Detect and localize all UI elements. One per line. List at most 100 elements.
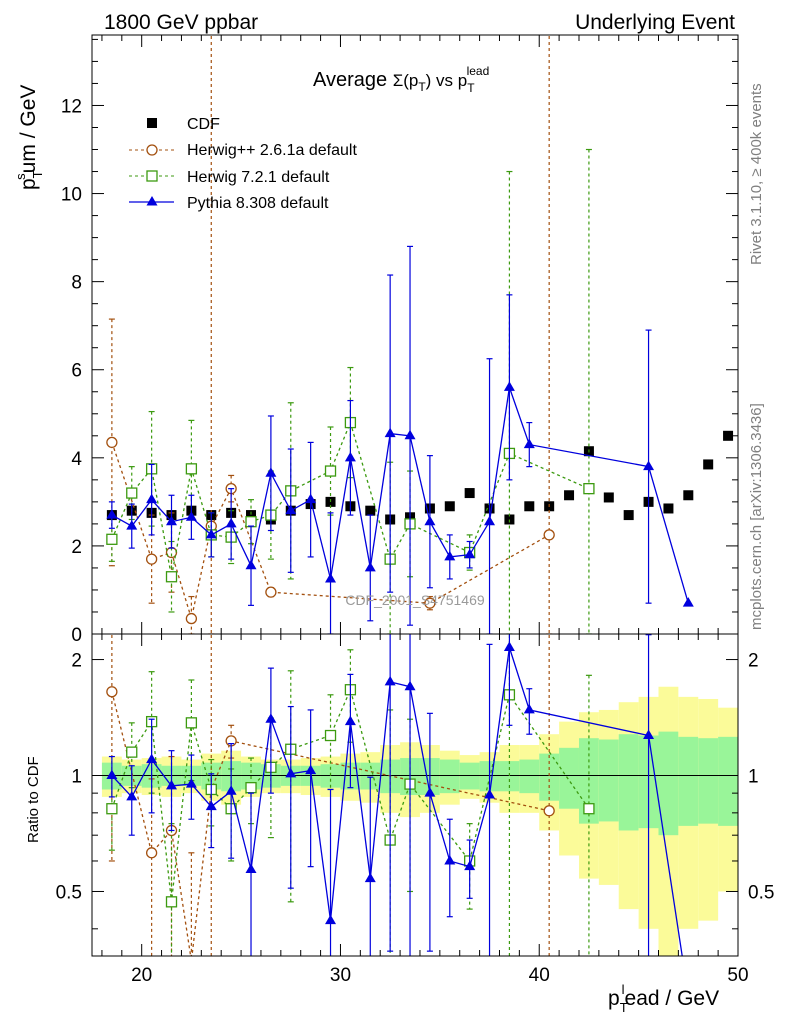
ratio-herwig-7-2-1-default-point (185, 717, 198, 729)
band-inner-bin (678, 736, 699, 826)
xlabel-sub: T (620, 1000, 628, 1015)
band-inner-bin (618, 734, 639, 831)
main-pythia-8-308-default-point (464, 548, 476, 559)
main-cdf-point (464, 488, 475, 499)
main-herwig-2-6-1a-default-point (145, 553, 158, 565)
ratio-uncertainty-bands (92, 686, 738, 956)
title-main: Average (313, 69, 393, 91)
ratio-pythia-8-308-default-point (126, 790, 138, 801)
main-cdf-point (504, 514, 515, 525)
main-cdf-point (365, 505, 376, 516)
main-pythia-8-308-default-point (503, 381, 515, 391)
ratio-pythia-8-308-default-point (404, 680, 416, 691)
main-herwig-7-2-1-default-point (324, 465, 337, 477)
legend-marker-cdf (147, 118, 157, 128)
band-inner-bin (439, 759, 460, 794)
ratio-pythia-8-308-default-point (384, 675, 396, 686)
main-pythia-8-308-default-point (305, 493, 317, 504)
main-pythia-8-308-default-point (444, 550, 456, 561)
title-sub-T: T (418, 80, 426, 94)
main-series-group (106, 35, 734, 634)
band-inner-bin (718, 736, 738, 826)
xlabel-a: p (608, 987, 620, 1010)
main-pythia-8-308-default-point (106, 509, 118, 519)
main-cdf-point (703, 459, 714, 470)
mcplots-label: mcplots.cern.ch [arXiv:1306.3436] (748, 403, 765, 630)
header-left: 1800 GeV ppbar (104, 11, 258, 34)
main-herwig-7-2-1-default-point (126, 487, 138, 499)
legend-marker-herwig7 (146, 170, 158, 182)
legend-marker-pythia (146, 196, 158, 206)
watermark: CDF_2001_S4751469 (345, 592, 485, 608)
ratio-ylabel: Ratio to CDF (25, 756, 42, 843)
main-y-tick-label: 6 (71, 361, 82, 382)
main-y-tick-label: 12 (61, 96, 82, 117)
main-cdf-point (603, 492, 614, 503)
band-inner-bin (519, 759, 540, 794)
main-pythia-8-308-default-point (265, 467, 277, 477)
ylabel-sup: s (13, 173, 28, 180)
main-pythia-8-308-default-point (285, 504, 297, 515)
main-herwig-7-2-1-default-point (583, 483, 595, 495)
main-cdf-point (564, 490, 575, 501)
ratio-pythia-8-308-default-point (503, 641, 515, 651)
main-cdf-point (683, 490, 694, 501)
ratio-pythia-8-308-default-point (523, 703, 535, 714)
main-cdf-point (524, 501, 535, 512)
main-pythia-8-308-default-point (682, 597, 694, 607)
main-herwig-7-2-1-default-point (185, 463, 198, 475)
ylabel-b: um / GeV (17, 85, 40, 174)
ratio-pythia-8-308-default-point (225, 785, 237, 795)
ratio-pythia-8-308-default-point (305, 764, 317, 775)
ratio-herwig-7-2-1-default-point (245, 782, 257, 794)
ratio-y-tick-label-left: 1 (71, 767, 82, 788)
main-cdf-point (444, 501, 455, 512)
ratio-pythia-8-308-default-point (245, 863, 257, 874)
legend-label-cdf: CDF (187, 116, 220, 133)
data-series-layer (106, 35, 734, 1024)
main-herwig-2-6-1a-default-point (543, 529, 555, 541)
main-y-tick-label: 4 (71, 449, 82, 470)
ratio-pythia-8-308-default-point (484, 789, 496, 799)
main-pythia-8-308-default-point (484, 515, 496, 526)
main-pythia-8-308-default-point (245, 559, 257, 570)
main-pythia-8-308-default-point (643, 460, 655, 471)
title-sigma: Σ(p (393, 71, 419, 90)
ratio-pythia-8-308-default-point (364, 872, 376, 883)
main-pythia-8-308-default-point (325, 572, 337, 583)
ratio-y-tick-label-right: 2 (748, 651, 759, 672)
main-pythia-8-308-default-point (404, 429, 416, 440)
ratio-pythia-8-308-default-point (185, 778, 197, 788)
ratio-herwig-7-2-1-default-point (106, 803, 118, 815)
main-cdf-point (663, 503, 674, 514)
svg-text:pTsum / GeV: pTsum / GeV (13, 85, 45, 190)
x-tick-label: 20 (131, 965, 152, 986)
ratio-y-tick-label-left: 0.5 (56, 882, 82, 903)
ratio-pythia-8-308-default-point (265, 713, 277, 723)
main-y-tick-label: 2 (71, 537, 82, 558)
band-inner-bin (360, 762, 381, 790)
rivet-label: Rivet 3.1.10, ≥ 400k events (748, 83, 765, 265)
title-sub-T2: T (467, 81, 475, 95)
ratio-series-group (106, 634, 694, 1024)
main-pythia-8-308-default-point (364, 561, 376, 572)
ratio-y-tick-label-left: 2 (71, 651, 82, 672)
band-inner-bin (559, 747, 579, 809)
main-pythia-8-308-default-line (111, 387, 689, 604)
main-pythia-8-308-default-point (166, 515, 178, 526)
band-inner-bin (658, 731, 679, 836)
ratio-pythia-8-308-default-point (325, 914, 337, 925)
title-sup-lead: lead (467, 64, 490, 78)
bands-group (92, 686, 738, 956)
ratio-y-tick-label-right: 1 (748, 767, 759, 788)
main-ylabel: pTsum / GeV (13, 85, 45, 190)
band-inner-bin (698, 738, 719, 824)
ratio-pythia-8-308-default-point (683, 1015, 694, 1024)
main-herwig-2-6-1a-default-point (424, 597, 436, 609)
ratio-herwig-2-6-1a-default-point (188, 955, 195, 956)
main-y-tick-label: 8 (71, 273, 82, 294)
ratio-pythia-8-308-default-point (285, 767, 297, 778)
main-y-tick-label: 10 (61, 185, 82, 206)
main-pythia-8-308-default-point (225, 517, 237, 528)
